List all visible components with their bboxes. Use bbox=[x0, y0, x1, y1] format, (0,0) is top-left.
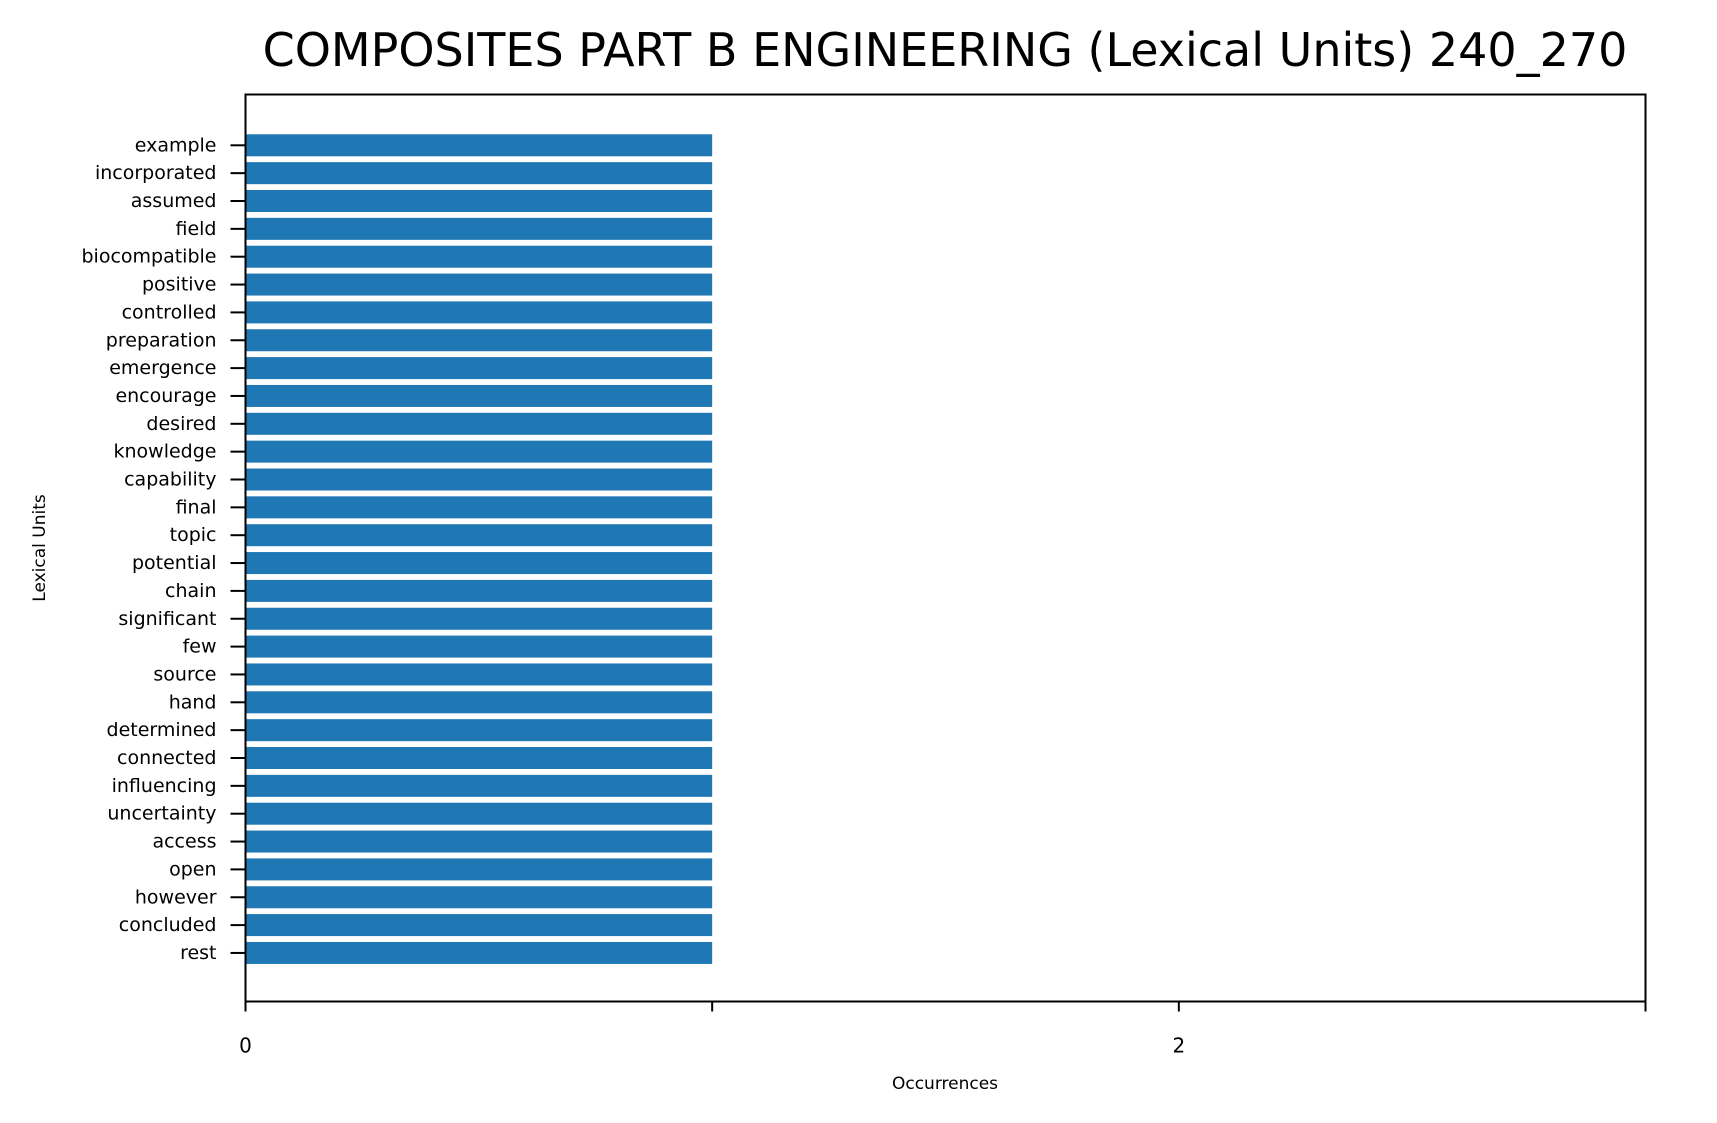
category-label-few: few bbox=[183, 636, 217, 658]
category-label-influencing: influencing bbox=[112, 775, 217, 797]
category-label-encourage: encourage bbox=[115, 385, 216, 407]
category-label-incorporated: incorporated bbox=[95, 162, 217, 184]
category-label-final: final bbox=[176, 496, 217, 518]
x-tick-label-0: 0 bbox=[239, 1034, 252, 1058]
bar-connected bbox=[245, 747, 713, 769]
category-label-concluded: concluded bbox=[119, 914, 217, 936]
category-label-connected: connected bbox=[117, 747, 217, 769]
bar-final bbox=[245, 496, 713, 519]
bar-chain bbox=[245, 579, 713, 602]
category-label-desired: desired bbox=[146, 413, 216, 435]
x-axis-label: Occurrences bbox=[892, 1074, 998, 1094]
category-label-field: field bbox=[176, 218, 217, 240]
category-label-chain: chain bbox=[165, 580, 216, 602]
category-label-positive: positive bbox=[142, 274, 217, 296]
bar-controlled bbox=[245, 301, 713, 324]
category-label-potential: potential bbox=[132, 552, 217, 574]
bar-capability bbox=[245, 468, 713, 491]
bar-encourage bbox=[245, 384, 713, 407]
category-label-hand: hand bbox=[169, 691, 217, 713]
category-label-significant: significant bbox=[118, 608, 216, 630]
bar-access bbox=[245, 830, 713, 853]
category-labels-group: example incorporated assumed field biocompat… bbox=[81, 134, 246, 964]
category-label-open: open bbox=[169, 858, 216, 880]
category-label-however: however bbox=[135, 886, 217, 908]
bar-desired bbox=[245, 412, 713, 435]
category-label-topic: topic bbox=[170, 524, 217, 546]
bar-rest bbox=[245, 941, 713, 964]
category-label-capability: capability bbox=[124, 469, 216, 491]
bar-concluded bbox=[245, 914, 713, 937]
bar-positive bbox=[245, 273, 713, 296]
category-label-access: access bbox=[152, 831, 216, 853]
bar-uncertainty bbox=[245, 802, 713, 825]
bar-topic bbox=[245, 524, 713, 547]
category-label-source: source bbox=[153, 663, 216, 685]
bars-group bbox=[245, 134, 713, 964]
category-label-emergence: emergence bbox=[109, 357, 216, 379]
bar-potential bbox=[245, 552, 713, 575]
category-label-rest: rest bbox=[180, 942, 216, 964]
bar-field bbox=[245, 217, 713, 240]
chart-title: COMPOSITES PART B ENGINEERING (Lexical U… bbox=[263, 23, 1628, 77]
bar-significant bbox=[245, 607, 713, 630]
bar-emergence bbox=[245, 357, 713, 380]
category-label-example: example bbox=[135, 134, 217, 156]
bar-assumed bbox=[245, 190, 713, 212]
plot-frame bbox=[244, 93, 1647, 1003]
bar-biocompatible bbox=[245, 245, 713, 268]
bar-influencing bbox=[245, 774, 713, 797]
category-label-preparation: preparation bbox=[106, 329, 217, 351]
x-tick-label-2: 2 bbox=[1172, 1034, 1185, 1058]
bar-preparation bbox=[245, 329, 713, 352]
bar-hand bbox=[245, 691, 713, 714]
bar-example bbox=[245, 134, 713, 157]
bar-knowledge bbox=[245, 440, 713, 463]
category-label-knowledge: knowledge bbox=[114, 441, 217, 463]
category-label-uncertainty: uncertainty bbox=[107, 803, 216, 825]
bar-source bbox=[245, 663, 713, 686]
bar-incorporated bbox=[245, 162, 713, 185]
category-label-controlled: controlled bbox=[122, 301, 217, 323]
bar-open bbox=[245, 858, 713, 881]
category-label-determined: determined bbox=[107, 719, 217, 741]
category-label-biocompatible: biocompatible bbox=[81, 246, 216, 268]
bar-determined bbox=[245, 719, 713, 742]
bar-however bbox=[245, 886, 713, 909]
category-label-assumed: assumed bbox=[131, 190, 217, 212]
bar-few bbox=[245, 635, 713, 658]
y-axis-label: Lexical Units bbox=[30, 494, 50, 602]
